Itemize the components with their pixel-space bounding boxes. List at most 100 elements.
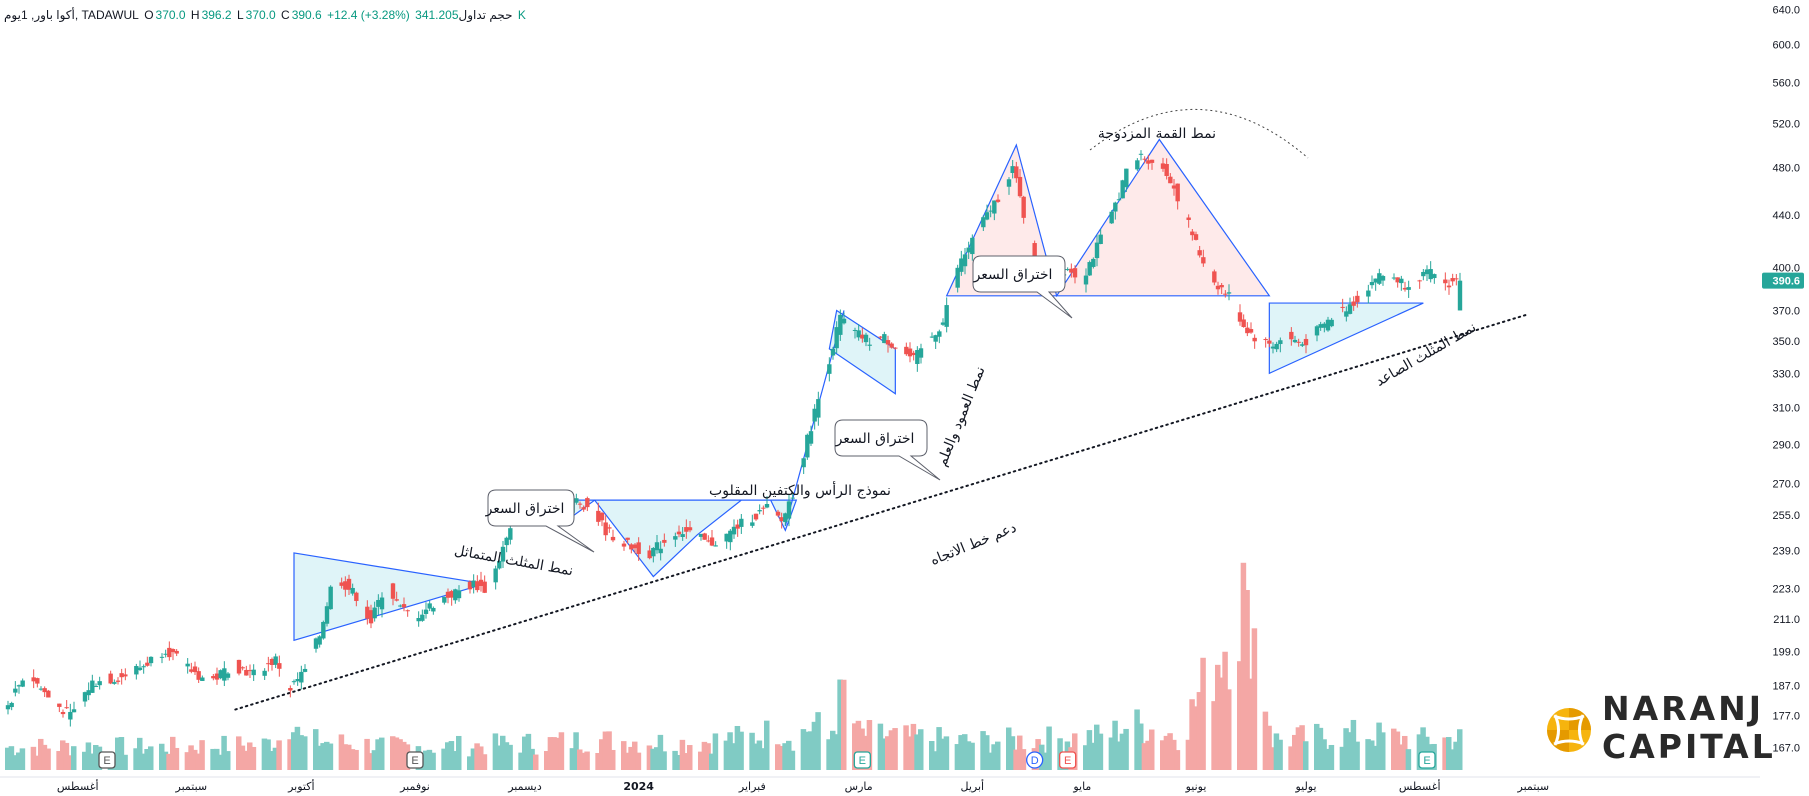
- double-top-label: نمط القمة المزدوجة: [1098, 126, 1216, 142]
- candle-body: [1406, 287, 1411, 290]
- candle-body: [1289, 331, 1294, 340]
- candle-body: [262, 670, 267, 676]
- volume-bar: [324, 741, 330, 770]
- candle-body: [372, 607, 377, 619]
- volume-bar: [1420, 727, 1426, 770]
- y-tick-label: 370.0: [1772, 305, 1800, 317]
- volume-bar: [551, 737, 557, 770]
- candle-body: [1347, 304, 1353, 314]
- candle-body: [596, 510, 601, 522]
- candle-body: [350, 587, 355, 594]
- candle-body: [676, 531, 682, 535]
- volume-bar: [1226, 689, 1232, 770]
- candle-body: [753, 513, 759, 520]
- volume-bar: [170, 736, 176, 770]
- volume-bar: [877, 723, 884, 770]
- candle-body: [629, 544, 634, 550]
- high-value: 396.2: [201, 8, 232, 22]
- candle-body: [1083, 275, 1089, 285]
- candle-body: [200, 677, 205, 681]
- candle-body: [1292, 339, 1298, 343]
- x-tick-label: فبراير: [738, 780, 766, 793]
- volume-bar: [687, 745, 693, 770]
- candle-body: [1197, 250, 1202, 256]
- candle-body: [680, 534, 685, 537]
- candle-body: [574, 498, 579, 503]
- candle-body: [174, 650, 179, 654]
- candle-body: [882, 334, 887, 344]
- volume-bar: [397, 739, 403, 770]
- candle-body: [137, 667, 143, 671]
- volume-bar: [159, 743, 165, 770]
- candle-body: [830, 348, 836, 356]
- volume-bar: [371, 750, 378, 770]
- candle-body: [167, 647, 172, 658]
- candle-body: [1212, 271, 1217, 283]
- candle-body: [1017, 176, 1023, 197]
- candle-body: [801, 458, 806, 468]
- candle-body: [1274, 343, 1279, 350]
- volume-bar: [294, 726, 301, 770]
- volume-bar: [327, 743, 334, 770]
- volume-bar: [346, 744, 352, 770]
- volume-bar: [349, 749, 356, 770]
- volume-bar: [965, 741, 972, 770]
- candle-body: [148, 656, 154, 664]
- volume-bar: [936, 727, 942, 770]
- volume-bar: [727, 732, 733, 770]
- candle-body: [757, 510, 762, 512]
- volume-bar: [529, 748, 535, 770]
- volume-bar: [470, 748, 477, 770]
- volume-bar: [1240, 562, 1247, 770]
- volume-bar: [217, 754, 224, 770]
- volume-bar: [753, 743, 759, 770]
- candle-body: [423, 609, 429, 614]
- candle-body: [86, 690, 91, 696]
- x-tick-label: مايو: [1072, 780, 1091, 793]
- candle-body: [992, 200, 997, 214]
- candle-body: [783, 513, 788, 523]
- volume-bar: [1248, 678, 1254, 770]
- volume-bar: [423, 750, 429, 770]
- candle-body: [236, 659, 242, 674]
- volume-bar: [1167, 733, 1173, 770]
- candle-body: [1278, 340, 1283, 345]
- volume-bar: [1266, 725, 1272, 770]
- candle-body: [1340, 306, 1345, 308]
- candle-body: [1138, 153, 1144, 155]
- candle-body: [1245, 327, 1250, 334]
- candle-body: [313, 638, 319, 649]
- candle-body: [302, 668, 308, 672]
- candle-body: [368, 610, 374, 624]
- x-tick-label: يوليو: [1294, 780, 1316, 793]
- candle-body: [1215, 285, 1221, 290]
- candle-body: [984, 212, 990, 220]
- volume-bar: [929, 741, 935, 770]
- axes: 167.0 177.0 187.0 199.0 211.0 223.0 239.0 255.0…: [0, 4, 1804, 793]
- volume-bar: [775, 744, 781, 770]
- volume-bar: [910, 723, 917, 770]
- y-tick-label: 330.0: [1772, 368, 1800, 380]
- candle-body: [324, 606, 330, 624]
- volume-bar: [599, 739, 605, 770]
- candle-body: [449, 591, 454, 598]
- candle-body: [1457, 280, 1463, 311]
- volume-bar: [287, 739, 293, 770]
- volume-bar: [525, 733, 532, 770]
- candle-body: [445, 591, 451, 598]
- candle-body: [750, 522, 755, 526]
- volume-bar: [866, 720, 873, 770]
- candle-body: [108, 673, 113, 684]
- volume-bar: [602, 731, 609, 770]
- volume-bar: [276, 740, 282, 770]
- candle-body: [761, 507, 766, 509]
- volume-bar: [60, 740, 66, 770]
- candle-body: [20, 680, 25, 687]
- volume-bar: [478, 746, 484, 770]
- volume-bar: [1185, 739, 1192, 770]
- volume-bar: [1372, 745, 1379, 770]
- volume-bar: [1097, 733, 1104, 770]
- candle-body: [915, 350, 920, 364]
